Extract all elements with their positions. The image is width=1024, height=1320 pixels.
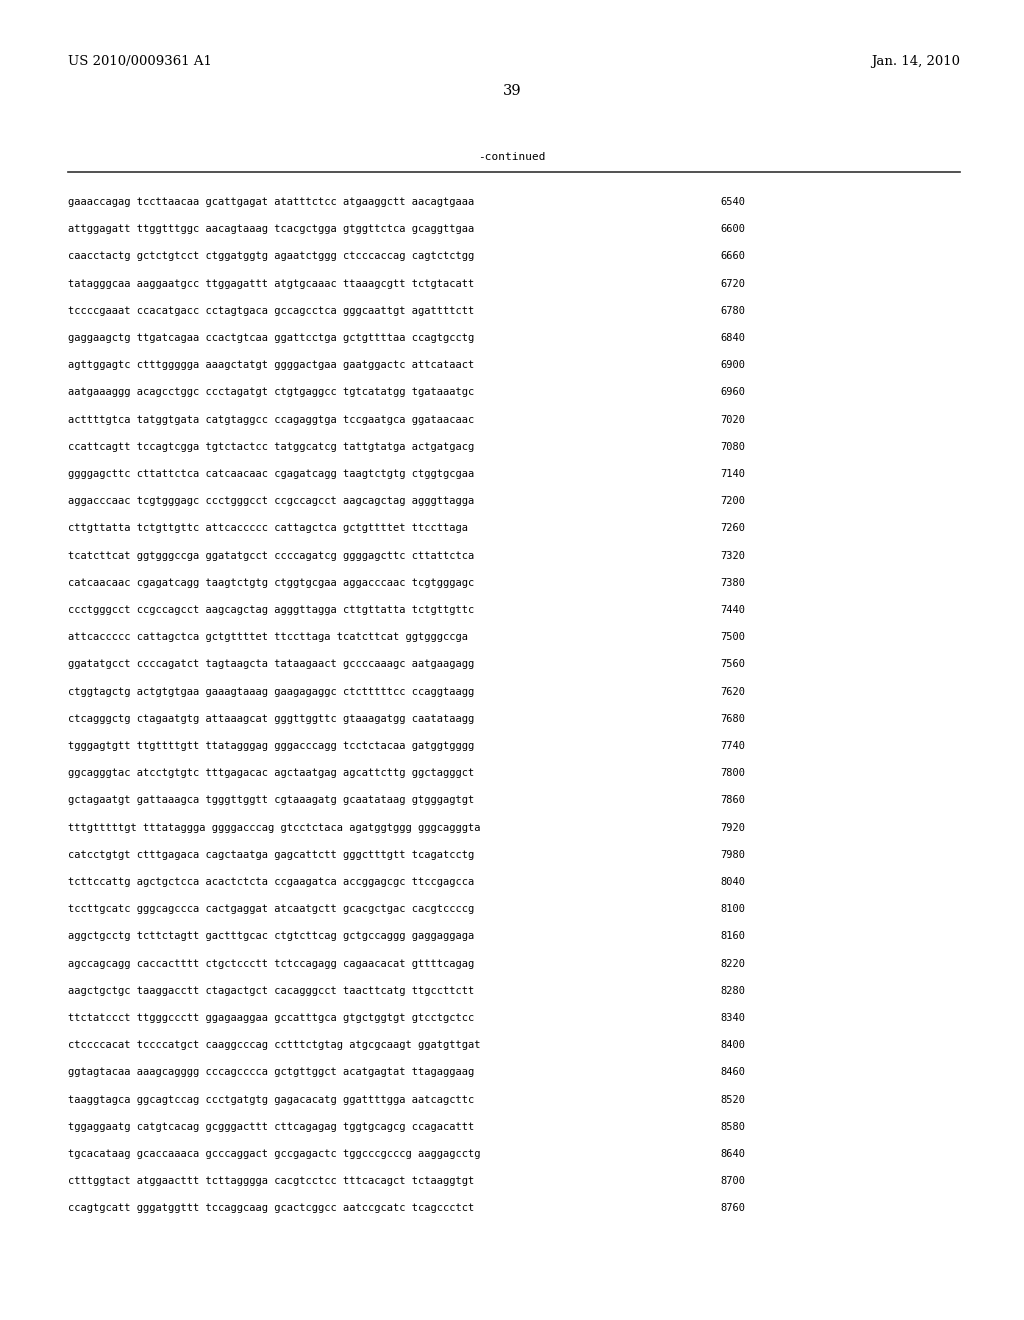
- Text: attggagatt ttggtttggc aacagtaaag tcacgctgga gtggttctca gcaggttgaa: attggagatt ttggtttggc aacagtaaag tcacgct…: [68, 224, 474, 234]
- Text: 8520: 8520: [720, 1094, 745, 1105]
- Text: gctagaatgt gattaaagca tgggttggtt cgtaaagatg gcaatataag gtgggagtgt: gctagaatgt gattaaagca tgggttggtt cgtaaag…: [68, 796, 474, 805]
- Text: aatgaaaggg acagcctggc ccctagatgt ctgtgaggcc tgtcatatgg tgataaatgc: aatgaaaggg acagcctggc ccctagatgt ctgtgag…: [68, 387, 474, 397]
- Text: tccccgaaat ccacatgacc cctagtgaca gccagcctca gggcaattgt agattttctt: tccccgaaat ccacatgacc cctagtgaca gccagcc…: [68, 306, 474, 315]
- Text: ccattcagtt tccagtcgga tgtctactcc tatggcatcg tattgtatga actgatgacg: ccattcagtt tccagtcgga tgtctactcc tatggca…: [68, 442, 474, 451]
- Text: aggacccaac tcgtgggagc ccctgggcct ccgccagcct aagcagctag agggttagga: aggacccaac tcgtgggagc ccctgggcct ccgccag…: [68, 496, 474, 506]
- Text: ccctgggcct ccgccagcct aagcagctag agggttagga cttgttatta tctgttgttc: ccctgggcct ccgccagcct aagcagctag agggtta…: [68, 605, 474, 615]
- Text: 39: 39: [503, 84, 521, 98]
- Text: 7680: 7680: [720, 714, 745, 723]
- Text: 7500: 7500: [720, 632, 745, 643]
- Text: 7380: 7380: [720, 578, 745, 587]
- Text: 7800: 7800: [720, 768, 745, 779]
- Text: 7920: 7920: [720, 822, 745, 833]
- Text: 7080: 7080: [720, 442, 745, 451]
- Text: 7560: 7560: [720, 660, 745, 669]
- Text: 6660: 6660: [720, 251, 745, 261]
- Text: tatagggcaa aaggaatgcc ttggagattt atgtgcaaac ttaaagcgtt tctgtacatt: tatagggcaa aaggaatgcc ttggagattt atgtgca…: [68, 279, 474, 289]
- Text: 7860: 7860: [720, 796, 745, 805]
- Text: 7980: 7980: [720, 850, 745, 859]
- Text: ttctatccct ttgggccctt ggagaaggaa gccatttgca gtgctggtgt gtcctgctcc: ttctatccct ttgggccctt ggagaaggaa gccattt…: [68, 1012, 474, 1023]
- Text: tccttgcatc gggcagccca cactgaggat atcaatgctt gcacgctgac cacgtccccg: tccttgcatc gggcagccca cactgaggat atcaatg…: [68, 904, 474, 915]
- Text: gaggaagctg ttgatcagaa ccactgtcaa ggattcctga gctgttttaa ccagtgcctg: gaggaagctg ttgatcagaa ccactgtcaa ggattcc…: [68, 333, 474, 343]
- Text: 8280: 8280: [720, 986, 745, 995]
- Text: gaaaccagag tccttaacaa gcattgagat atatttctcc atgaaggctt aacagtgaaa: gaaaccagag tccttaacaa gcattgagat atatttc…: [68, 197, 474, 207]
- Text: 7440: 7440: [720, 605, 745, 615]
- Text: attcaccccc cattagctca gctgttttet ttccttaga tcatcttcat ggtgggccga: attcaccccc cattagctca gctgttttet ttcctta…: [68, 632, 468, 643]
- Text: Jan. 14, 2010: Jan. 14, 2010: [871, 55, 961, 69]
- Text: ctcagggctg ctagaatgtg attaaagcat gggttggttc gtaaagatgg caatataagg: ctcagggctg ctagaatgtg attaaagcat gggttgg…: [68, 714, 474, 723]
- Text: catcaacaac cgagatcagg taagtctgtg ctggtgcgaa aggacccaac tcgtgggagc: catcaacaac cgagatcagg taagtctgtg ctggtgc…: [68, 578, 474, 587]
- Text: 6840: 6840: [720, 333, 745, 343]
- Text: aggctgcctg tcttctagtt gactttgcac ctgtcttcag gctgccaggg gaggaggaga: aggctgcctg tcttctagtt gactttgcac ctgtctt…: [68, 932, 474, 941]
- Text: 8220: 8220: [720, 958, 745, 969]
- Text: ggatatgcct ccccagatct tagtaagcta tataagaact gccccaaagc aatgaagagg: ggatatgcct ccccagatct tagtaagcta tataaga…: [68, 660, 474, 669]
- Text: 8400: 8400: [720, 1040, 745, 1051]
- Text: tgggagtgtt ttgttttgtt ttatagggag gggacccagg tcctctacaa gatggtgggg: tgggagtgtt ttgttttgtt ttatagggag gggaccc…: [68, 741, 474, 751]
- Text: ggtagtacaa aaagcagggg cccagcccca gctgttggct acatgagtat ttagaggaag: ggtagtacaa aaagcagggg cccagcccca gctgttg…: [68, 1068, 474, 1077]
- Text: 8580: 8580: [720, 1122, 745, 1131]
- Text: tcatcttcat ggtgggccga ggatatgcct ccccagatcg ggggagcttc cttattctca: tcatcttcat ggtgggccga ggatatgcct ccccaga…: [68, 550, 474, 561]
- Text: ggggagcttc cttattctca catcaacaac cgagatcagg taagtctgtg ctggtgcgaa: ggggagcttc cttattctca catcaacaac cgagatc…: [68, 469, 474, 479]
- Text: 8040: 8040: [720, 876, 745, 887]
- Text: 8640: 8640: [720, 1148, 745, 1159]
- Text: ctttggtact atggaacttt tcttagggga cacgtcctcc tttcacagct tctaaggtgt: ctttggtact atggaacttt tcttagggga cacgtcc…: [68, 1176, 474, 1187]
- Text: 8160: 8160: [720, 932, 745, 941]
- Text: 6540: 6540: [720, 197, 745, 207]
- Text: 6720: 6720: [720, 279, 745, 289]
- Text: agttggagtc ctttggggga aaagctatgt ggggactgaa gaatggactc attcataact: agttggagtc ctttggggga aaagctatgt ggggact…: [68, 360, 474, 370]
- Text: tttgtttttgt tttataggga ggggacccag gtcctctaca agatggtggg gggcagggta: tttgtttttgt tttataggga ggggacccag gtcctc…: [68, 822, 480, 833]
- Text: ctggtagctg actgtgtgaa gaaagtaaag gaagagaggc ctctttttcc ccaggtaagg: ctggtagctg actgtgtgaa gaaagtaaag gaagaga…: [68, 686, 474, 697]
- Text: -continued: -continued: [478, 152, 546, 162]
- Text: 8700: 8700: [720, 1176, 745, 1187]
- Text: 6600: 6600: [720, 224, 745, 234]
- Text: 6780: 6780: [720, 306, 745, 315]
- Text: 7620: 7620: [720, 686, 745, 697]
- Text: 7140: 7140: [720, 469, 745, 479]
- Text: 7200: 7200: [720, 496, 745, 506]
- Text: 7320: 7320: [720, 550, 745, 561]
- Text: agccagcagg caccactttt ctgctccctt tctccagagg cagaacacat gttttcagag: agccagcagg caccactttt ctgctccctt tctccag…: [68, 958, 474, 969]
- Text: cttgttatta tctgttgttc attcaccccc cattagctca gctgttttet ttccttaga: cttgttatta tctgttgttc attcaccccc cattagc…: [68, 524, 468, 533]
- Text: 8340: 8340: [720, 1012, 745, 1023]
- Text: 7020: 7020: [720, 414, 745, 425]
- Text: ggcagggtac atcctgtgtc tttgagacac agctaatgag agcattcttg ggctagggct: ggcagggtac atcctgtgtc tttgagacac agctaat…: [68, 768, 474, 779]
- Text: 7260: 7260: [720, 524, 745, 533]
- Text: 6900: 6900: [720, 360, 745, 370]
- Text: ctccccacat tccccatgct caaggcccag cctttctgtag atgcgcaagt ggatgttgat: ctccccacat tccccatgct caaggcccag cctttct…: [68, 1040, 480, 1051]
- Text: 8760: 8760: [720, 1204, 745, 1213]
- Text: aagctgctgc taaggacctt ctagactgct cacagggcct taacttcatg ttgccttctt: aagctgctgc taaggacctt ctagactgct cacaggg…: [68, 986, 474, 995]
- Text: 7740: 7740: [720, 741, 745, 751]
- Text: 8460: 8460: [720, 1068, 745, 1077]
- Text: tgcacataag gcaccaaaca gcccaggact gccgagactc tggcccgcccg aaggagcctg: tgcacataag gcaccaaaca gcccaggact gccgaga…: [68, 1148, 480, 1159]
- Text: acttttgtca tatggtgata catgtaggcc ccagaggtga tccgaatgca ggataacaac: acttttgtca tatggtgata catgtaggcc ccagagg…: [68, 414, 474, 425]
- Text: tggaggaatg catgtcacag gcgggacttt cttcagagag tggtgcagcg ccagacattt: tggaggaatg catgtcacag gcgggacttt cttcaga…: [68, 1122, 474, 1131]
- Text: 6960: 6960: [720, 387, 745, 397]
- Text: tcttccattg agctgctcca acactctcta ccgaagatca accggagcgc ttccgagcca: tcttccattg agctgctcca acactctcta ccgaaga…: [68, 876, 474, 887]
- Text: catcctgtgt ctttgagaca cagctaatga gagcattctt gggctttgtt tcagatcctg: catcctgtgt ctttgagaca cagctaatga gagcatt…: [68, 850, 474, 859]
- Text: 8100: 8100: [720, 904, 745, 915]
- Text: taaggtagca ggcagtccag ccctgatgtg gagacacatg ggattttgga aatcagcttc: taaggtagca ggcagtccag ccctgatgtg gagacac…: [68, 1094, 474, 1105]
- Text: caacctactg gctctgtcct ctggatggtg agaatctggg ctcccaccag cagtctctgg: caacctactg gctctgtcct ctggatggtg agaatct…: [68, 251, 474, 261]
- Text: ccagtgcatt gggatggttt tccaggcaag gcactcggcc aatccgcatc tcagccctct: ccagtgcatt gggatggttt tccaggcaag gcactcg…: [68, 1204, 474, 1213]
- Text: US 2010/0009361 A1: US 2010/0009361 A1: [68, 55, 212, 69]
